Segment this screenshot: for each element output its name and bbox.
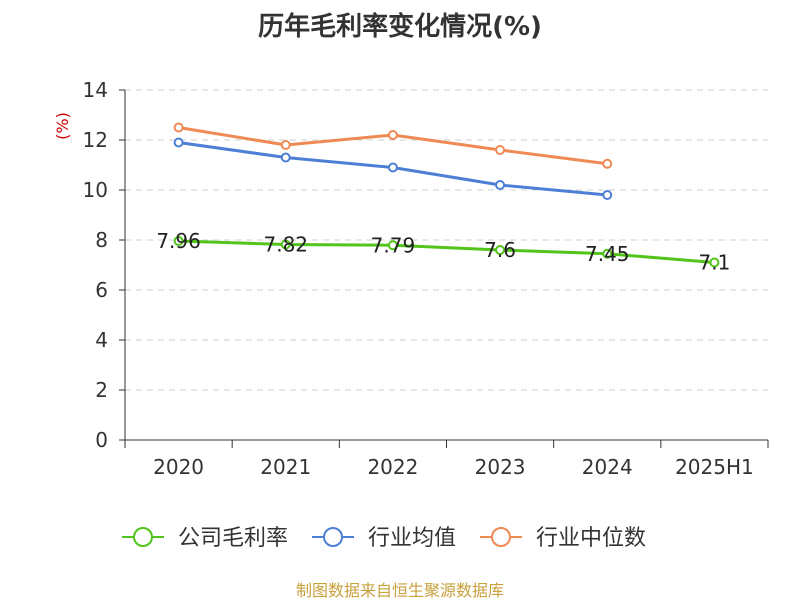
data-point bbox=[280, 140, 291, 150]
data-point bbox=[387, 162, 398, 173]
data-label: 7.6 bbox=[484, 238, 516, 262]
data-label: 7.82 bbox=[263, 233, 308, 257]
legend-marker bbox=[133, 527, 153, 547]
data-point bbox=[495, 180, 506, 190]
data-point bbox=[602, 158, 613, 169]
data-point bbox=[173, 236, 184, 246]
data-point bbox=[173, 122, 184, 133]
series-line bbox=[178, 239, 715, 264]
x-tick-label: 2025H1 bbox=[675, 455, 754, 479]
data-point bbox=[495, 145, 506, 155]
data-label: 7.96 bbox=[156, 229, 201, 253]
y-tick-label: 12 bbox=[83, 128, 108, 152]
x-tick-label: 2022 bbox=[367, 455, 418, 479]
x-tick-label: 2020 bbox=[153, 455, 204, 479]
x-tick-label: 2021 bbox=[260, 455, 311, 479]
legend-label: 行业中位数 bbox=[536, 526, 646, 551]
data-point bbox=[602, 190, 613, 200]
data-label: 7.45 bbox=[585, 242, 630, 266]
data-label: 7.1 bbox=[699, 251, 731, 275]
y-tick-label: 10 bbox=[83, 178, 108, 202]
x-tick-label: 2024 bbox=[582, 455, 633, 479]
data-point bbox=[495, 245, 506, 255]
data-point bbox=[280, 152, 291, 163]
data-point bbox=[602, 248, 613, 259]
data-label: 7.79 bbox=[371, 233, 416, 257]
y-tick-label: 8 bbox=[95, 228, 108, 252]
y-tick-label: 6 bbox=[95, 278, 108, 302]
legend-label: 公司毛利率 bbox=[178, 526, 288, 551]
chart-title: 历年毛利率变化情况(%) bbox=[258, 12, 542, 42]
source-footnote: 制图数据来自恒生聚源数据库 bbox=[295, 581, 504, 600]
y-axis-label: (%) bbox=[53, 112, 72, 140]
y-tick-label: 4 bbox=[95, 328, 108, 352]
y-tick-label: 2 bbox=[95, 378, 108, 402]
legend-marker bbox=[323, 527, 343, 547]
x-tick-label: 2023 bbox=[475, 455, 526, 479]
data-point bbox=[280, 239, 291, 250]
legend-marker bbox=[491, 527, 511, 547]
data-point bbox=[173, 137, 184, 148]
legend-label: 行业均值 bbox=[368, 526, 456, 551]
data-point bbox=[387, 130, 398, 140]
y-tick-label: 0 bbox=[95, 428, 108, 452]
data-point bbox=[709, 257, 720, 268]
y-tick-label: 14 bbox=[83, 78, 108, 102]
data-point bbox=[387, 240, 398, 251]
